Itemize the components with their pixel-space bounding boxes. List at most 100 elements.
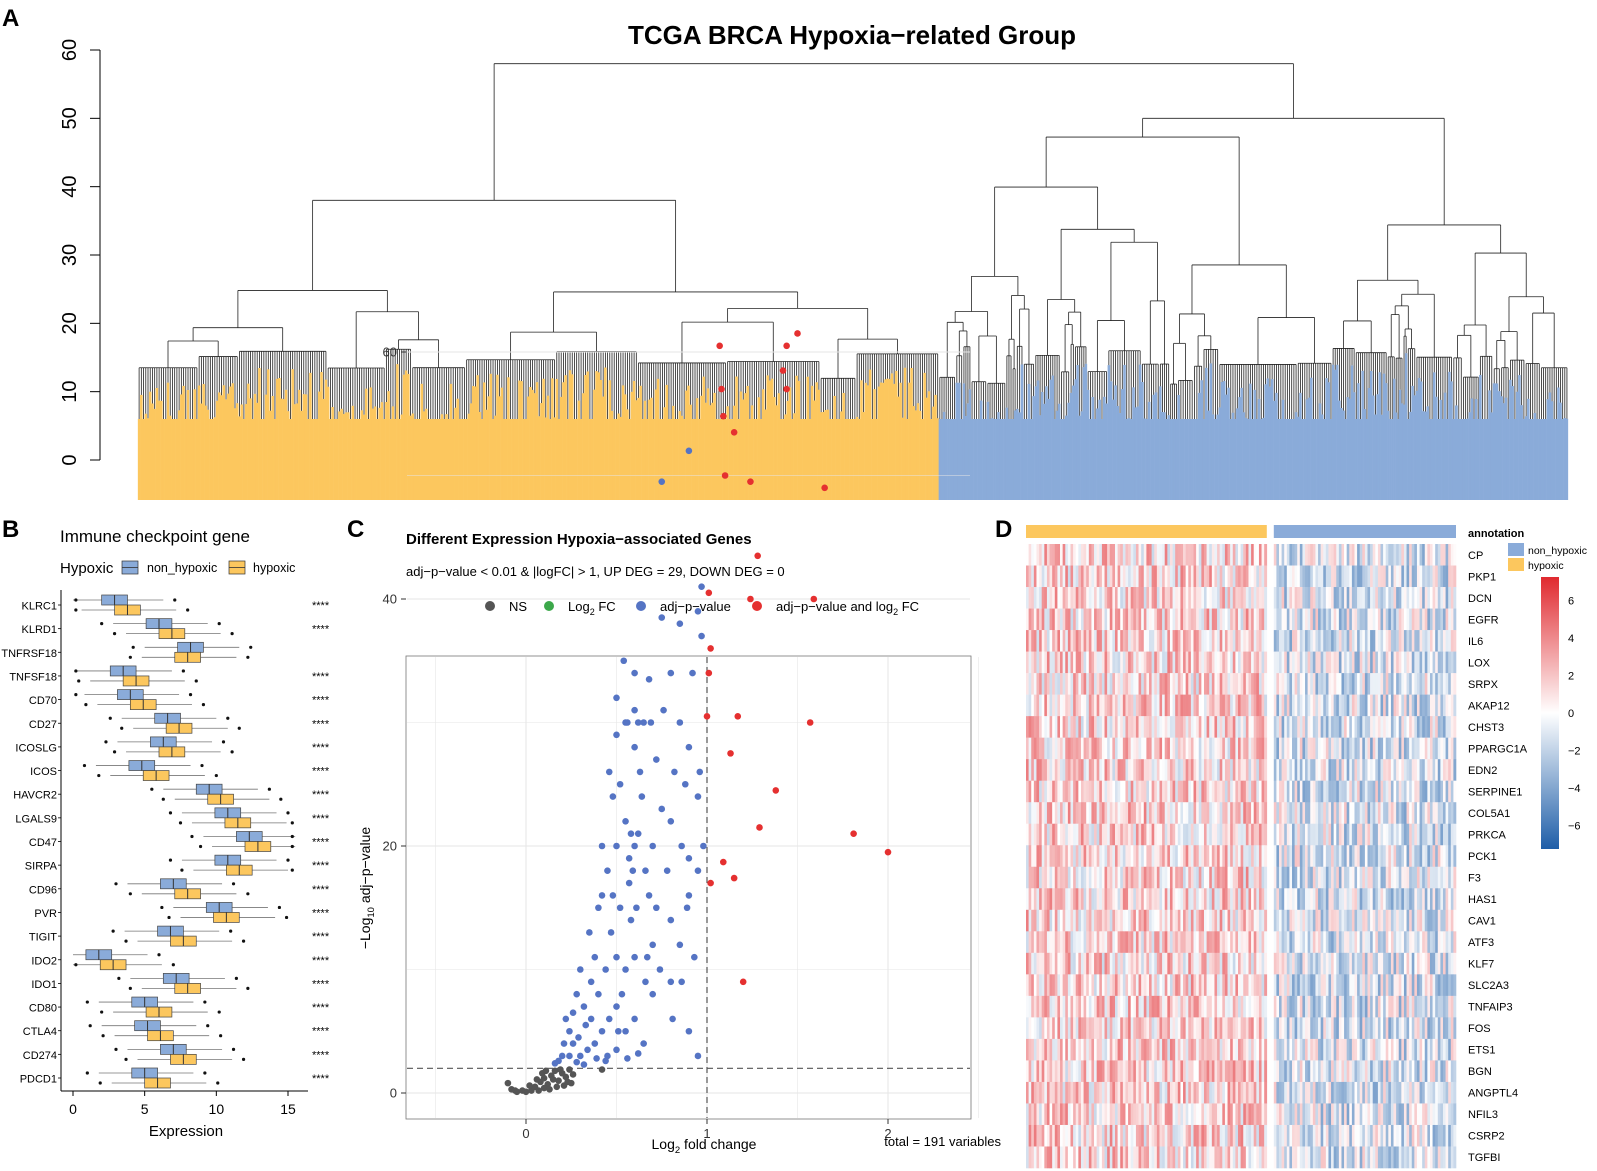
heatmap-cell	[1065, 1103, 1069, 1126]
dendrogram-leaf	[371, 408, 375, 500]
heatmap-cell	[1122, 780, 1126, 803]
heatmap-cell	[1177, 952, 1181, 975]
heatmap-cell	[1198, 1038, 1202, 1061]
heatmap-cell	[1099, 630, 1103, 652]
heatmap-cell	[1109, 909, 1113, 932]
heatmap-cell	[1154, 974, 1158, 997]
heatmap-cell	[1146, 952, 1150, 975]
heatmap-cell	[1141, 1146, 1145, 1169]
heatmap-cell	[1183, 565, 1186, 588]
heatmap-cell	[1088, 995, 1092, 1018]
heatmap-cell	[1130, 802, 1134, 825]
dendrogram-leaf	[1200, 380, 1204, 500]
heatmap-cell	[1156, 845, 1160, 868]
heatmap-cell	[1453, 544, 1457, 566]
heatmap-cell	[1203, 1017, 1207, 1040]
dendrogram-leaf	[226, 393, 230, 500]
heatmap-cell	[1388, 544, 1392, 566]
dendrogram-leaf	[413, 419, 417, 500]
heatmap-cell	[1172, 759, 1176, 781]
heatmap-cell	[1185, 909, 1189, 932]
heatmap-cell	[1258, 565, 1262, 588]
dendrogram-leaf	[779, 419, 783, 500]
heatmap-cell	[1419, 587, 1423, 609]
heatmap-cell	[1146, 995, 1150, 1018]
heatmap-cell	[1240, 823, 1244, 846]
heatmap-cell	[1209, 952, 1213, 975]
heatmap-cell	[1206, 759, 1210, 781]
heatmap-cell	[1083, 952, 1087, 975]
heatmap-cell	[1188, 694, 1192, 717]
heatmap-cell	[1031, 1146, 1035, 1169]
boxplot-gene-label: ICOS	[30, 766, 57, 778]
heatmap-cell	[1122, 845, 1126, 868]
dendrogram-leaf	[349, 419, 352, 500]
heatmap-cell	[1028, 845, 1032, 868]
heatmap-cell	[1141, 759, 1145, 781]
heatmap-cell	[1065, 759, 1069, 781]
heatmap-cell	[1323, 565, 1327, 588]
heatmap-cell	[1251, 823, 1255, 846]
heatmap-cell	[1075, 952, 1079, 975]
heatmap-cell	[1180, 931, 1184, 954]
heatmap-cell	[1049, 716, 1053, 738]
boxplot-hypoxic-outlier	[219, 1034, 223, 1038]
heatmap-cell	[1086, 1017, 1090, 1040]
heatmap-cell	[1028, 673, 1032, 695]
heatmap-cell	[1190, 716, 1194, 738]
heatmap-cell	[1096, 1038, 1100, 1061]
heatmap-cell	[1122, 802, 1126, 825]
dendrogram-leaf	[678, 411, 682, 500]
heatmap-cell	[1078, 1103, 1082, 1126]
heatmap-cell	[1117, 995, 1121, 1018]
heatmap-cell	[1094, 952, 1097, 975]
heatmap-cell	[1083, 1038, 1087, 1061]
heatmap-cell	[1154, 737, 1158, 760]
volcano-point-adj-p	[613, 842, 620, 850]
heatmap-cell	[1122, 651, 1126, 674]
heatmap-cell	[1238, 866, 1241, 889]
dendrogram-leaf	[1049, 379, 1052, 500]
heatmap-cell	[1052, 608, 1056, 631]
heatmap-cell	[1128, 802, 1131, 825]
heatmap-cell	[1227, 716, 1231, 738]
heatmap-cell	[1044, 544, 1048, 566]
heatmap-cell	[1232, 952, 1236, 975]
heatmap-cell	[1251, 565, 1255, 588]
heatmap-cell	[1188, 737, 1192, 760]
heatmap-cell	[1091, 1146, 1095, 1169]
dendrogram-leaf	[1448, 371, 1451, 500]
heatmap-cell	[1222, 823, 1226, 846]
heatmap-cell	[1206, 1124, 1210, 1147]
dendrogram-leaf	[540, 403, 543, 500]
heatmap-cell	[1067, 995, 1071, 1018]
heatmap-cell	[1256, 544, 1260, 566]
heatmap-cell	[1122, 1017, 1126, 1040]
dendrogram-leaf	[320, 371, 323, 500]
heatmap-cell	[1028, 909, 1032, 932]
heatmap-cell	[1088, 952, 1092, 975]
heatmap-cell	[1292, 565, 1295, 588]
heatmap-cell	[1080, 845, 1084, 868]
heatmap-cell	[1193, 909, 1197, 932]
heatmap-cell	[1044, 587, 1048, 609]
heatmap-cell	[1094, 1124, 1097, 1147]
dendrogram-leaf	[1136, 406, 1140, 500]
heatmap-cell	[1156, 608, 1160, 631]
heatmap-cell	[1243, 759, 1247, 781]
heatmap-cell	[1338, 587, 1342, 609]
panel-d: D annotation non_hypoxic hypoxic 6420−2−…	[995, 516, 1587, 1169]
dendrogram-leaf	[802, 419, 805, 500]
heatmap-cell	[1183, 1146, 1186, 1169]
heatmap-cell	[1292, 608, 1295, 631]
boxplot-hypoxic-outlier	[230, 750, 234, 754]
heatmap-cell	[1162, 845, 1166, 868]
heatmap-cell	[1046, 759, 1050, 781]
heatmap-cell	[1193, 673, 1197, 695]
heatmap-cell	[1070, 802, 1074, 825]
heatmap-cell	[1117, 931, 1121, 954]
heatmap-cell	[1109, 995, 1113, 1018]
volcano-point-adj-p	[613, 953, 620, 961]
heatmap-cell	[1096, 587, 1100, 609]
heatmap-cell	[1185, 995, 1189, 1018]
